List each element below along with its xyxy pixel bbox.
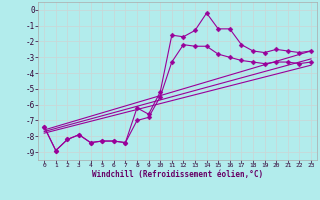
X-axis label: Windchill (Refroidissement éolien,°C): Windchill (Refroidissement éolien,°C) bbox=[92, 170, 263, 179]
